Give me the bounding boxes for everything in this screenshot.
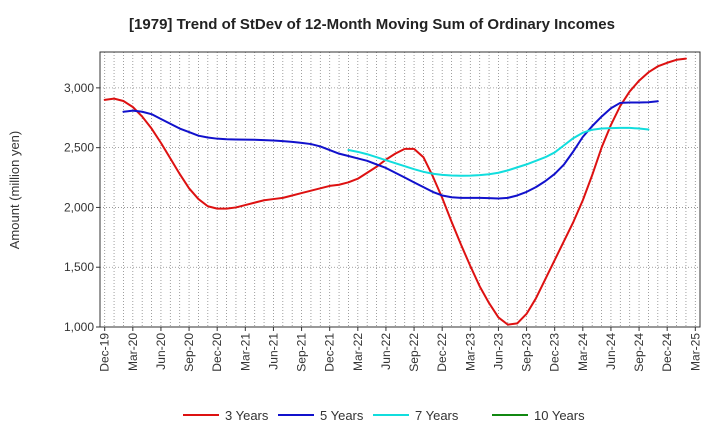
legend-label: 7 Years (415, 408, 459, 423)
plot-frame (99, 51, 701, 328)
legend-label: 3 Years (225, 408, 269, 423)
x-tick-label: Mar-22 (351, 333, 365, 371)
x-tick-label: Dec-24 (660, 333, 674, 372)
series-line-7-years (347, 126, 650, 177)
y-tick-label: 1,000 (64, 320, 94, 334)
x-tick-label: Dec-22 (435, 333, 449, 372)
x-tick-label: Jun-24 (604, 333, 618, 370)
x-tick-label: Jun-21 (266, 333, 280, 370)
legend-label: 5 Years (320, 408, 364, 423)
legend-label: 10 Years (534, 408, 585, 423)
x-tick-label: Dec-23 (548, 333, 562, 372)
x-tick-label: Sep-22 (407, 333, 421, 372)
x-tick-label: Jun-22 (379, 333, 393, 370)
x-tick-label: Mar-21 (238, 333, 252, 371)
chart-title: [1979] Trend of StDev of 12-Month Moving… (129, 16, 615, 33)
x-tick-label: Mar-24 (576, 333, 590, 371)
x-tick-label: Sep-20 (182, 333, 196, 372)
x-tick-label: Jun-23 (491, 333, 505, 370)
legend: 3 Years 5 Years 7 Years 10 Years (183, 408, 585, 423)
x-axis: Dec-19 Mar-20 Jun-20 Sep-20 Dec-20 Mar-21 Jun-… (98, 327, 702, 372)
y-tick-label: 2,500 (64, 141, 94, 155)
y-axis: 1,000 1,500 2,000 2,500 3,000 (64, 81, 100, 334)
series-line-5-years (122, 100, 659, 200)
y-tick-label: 2,000 (64, 200, 94, 214)
x-tick-label: Sep-21 (295, 333, 309, 372)
y-axis-label: Amount (million yen) (7, 131, 22, 250)
y-tick-label: 3,000 (64, 81, 94, 95)
x-tick-label: Mar-23 (463, 333, 477, 371)
x-tick-label: Jun-20 (154, 333, 168, 370)
x-tick-label: Sep-23 (520, 333, 534, 372)
series-line-3-years (103, 57, 687, 326)
x-tick-label: Mar-25 (688, 333, 702, 371)
x-tick-label: Dec-20 (210, 333, 224, 372)
series-group (103, 57, 687, 326)
plot-area (100, 52, 700, 327)
x-tick-label: Dec-19 (98, 333, 112, 372)
y-tick-label: 1,500 (64, 260, 94, 274)
x-tick-label: Sep-24 (632, 333, 646, 372)
x-tick-label: Mar-20 (126, 333, 140, 371)
x-tick-label: Dec-21 (323, 333, 337, 372)
